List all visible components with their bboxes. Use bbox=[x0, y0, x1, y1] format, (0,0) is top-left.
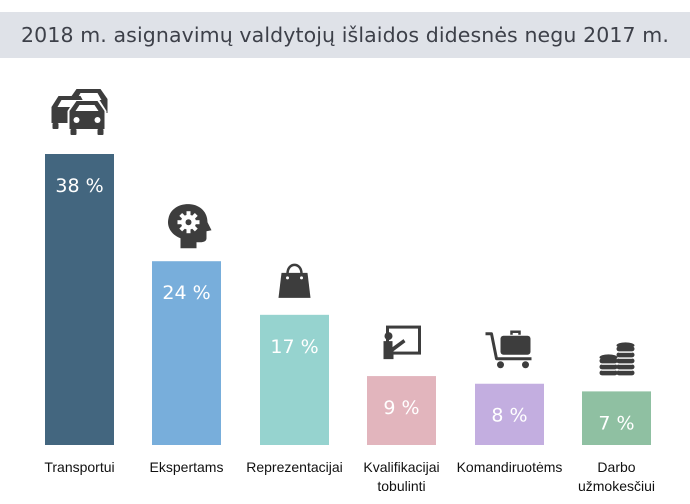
bar-3 bbox=[367, 376, 436, 445]
category-label-4: Komandiruotėms bbox=[457, 459, 563, 475]
coins-icon bbox=[599, 342, 635, 376]
cars-icon bbox=[51, 89, 108, 135]
value-label-5: 7 % bbox=[598, 412, 634, 434]
value-label-3: 9 % bbox=[383, 397, 419, 419]
presentation-icon bbox=[383, 325, 421, 360]
category-label-5: Darbo užmokesčiui bbox=[578, 459, 655, 494]
value-label-4: 8 % bbox=[491, 405, 527, 427]
bar-2 bbox=[260, 314, 329, 445]
category-label-2: Reprezentacijai bbox=[246, 459, 343, 475]
bar-0 bbox=[45, 154, 114, 445]
value-label-0: 38 % bbox=[55, 175, 103, 197]
category-label-1: Ekspertams bbox=[150, 459, 224, 475]
bar-5 bbox=[582, 391, 651, 445]
title-band: 2018 m. asignavimų valdytojų išlaidos di… bbox=[0, 12, 690, 58]
shopping-bag-icon bbox=[278, 263, 311, 298]
category-label-3: Kvalifikacijai tobulinti bbox=[363, 459, 439, 494]
category-label-0: Transportui bbox=[44, 459, 114, 475]
value-label-1: 24 % bbox=[162, 282, 210, 304]
brain-gear-icon bbox=[168, 204, 212, 249]
bar-1 bbox=[152, 261, 221, 445]
value-label-2: 17 % bbox=[270, 336, 318, 358]
luggage-cart-icon bbox=[485, 330, 532, 369]
bar-4 bbox=[475, 383, 544, 445]
chart-title: 2018 m. asignavimų valdytojų išlaidos di… bbox=[21, 23, 669, 47]
